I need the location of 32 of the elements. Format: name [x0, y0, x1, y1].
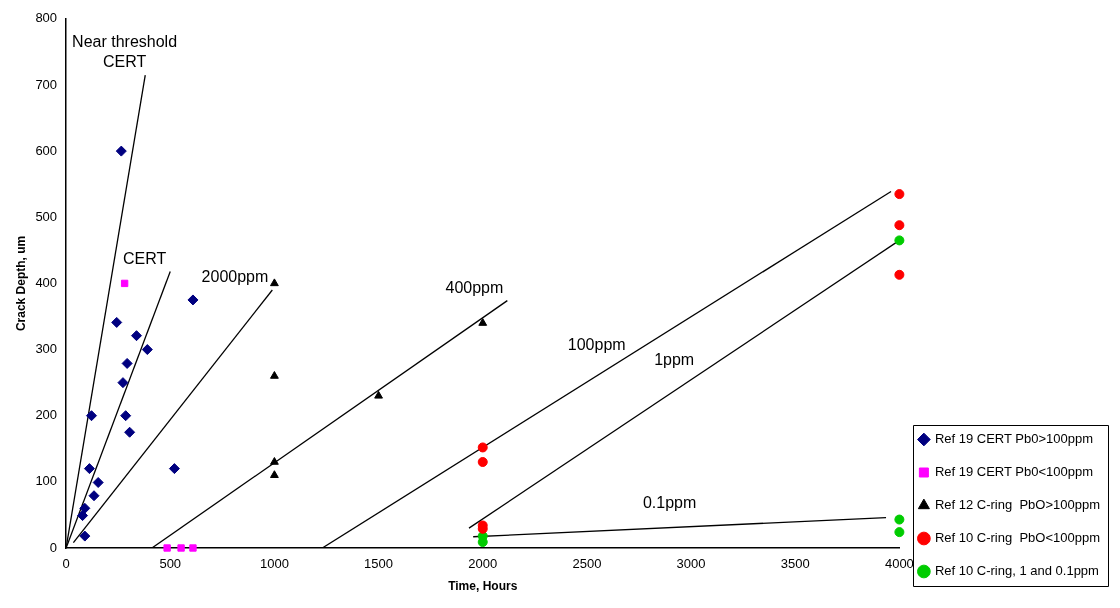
legend-label: Ref 19 CERT Pb0<100ppm — [934, 464, 1094, 480]
x-tick-label: 2500 — [572, 556, 602, 572]
series-label: 2000ppm — [201, 268, 269, 286]
series-label: 400ppm — [445, 279, 504, 297]
legend-label: Ref 10 C-ring PbO<100ppm — [934, 530, 1101, 546]
y-tick-label: 700 — [35, 76, 58, 92]
y-tick-label: 500 — [35, 208, 58, 224]
x-tick-label: 4000 — [884, 556, 914, 572]
x-axis-title: Time, Hours — [448, 579, 518, 594]
legend-label: Ref 10 C-ring, 1 and 0.1ppm — [934, 563, 1099, 579]
y-tick-label: 300 — [35, 341, 58, 357]
series-label: Near threshold CERT — [72, 33, 178, 71]
x-tick-label: 1000 — [259, 556, 289, 572]
legend-label: Ref 19 CERT Pb0>100ppm — [934, 431, 1094, 447]
y-axis-title: Crack Depth, um — [13, 235, 28, 332]
x-tick-label: 2000 — [468, 556, 498, 572]
y-tick-label: 200 — [35, 407, 58, 423]
x-tick-label: 1500 — [364, 556, 394, 572]
series-label: 0.1ppm — [642, 493, 697, 511]
legend-label: Ref 12 C-ring PbO>100ppm — [934, 497, 1101, 513]
y-tick-label: 800 — [35, 10, 58, 26]
series-label: CERT — [122, 249, 167, 267]
series-label: 1ppm — [654, 350, 695, 368]
x-tick-label: 3000 — [676, 556, 706, 572]
y-tick-label: 400 — [35, 274, 58, 290]
series-label: 100ppm — [567, 336, 626, 354]
y-tick-label: 0 — [49, 539, 58, 555]
y-tick-label: 100 — [35, 473, 58, 489]
x-tick-label: 0 — [62, 556, 70, 572]
y-tick-label: 600 — [35, 142, 58, 158]
x-tick-label: 500 — [159, 556, 182, 572]
x-tick-label: 3500 — [780, 556, 810, 572]
